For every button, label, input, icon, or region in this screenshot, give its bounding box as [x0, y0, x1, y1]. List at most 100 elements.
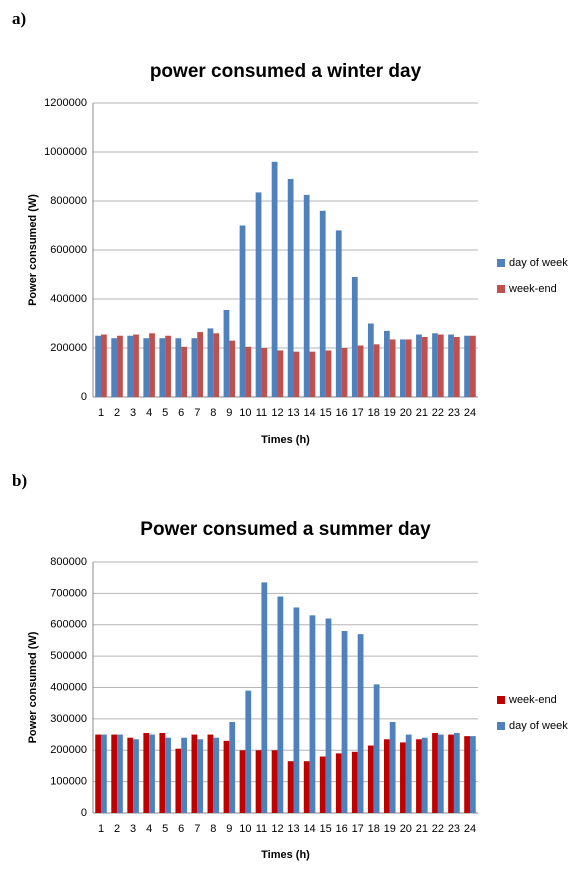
bar [149, 333, 155, 397]
bar [181, 346, 188, 397]
bar [421, 737, 428, 813]
x-tick-label: 1 [98, 823, 104, 835]
x-tick-label: 20 [400, 823, 412, 835]
x-tick-label: 8 [210, 407, 216, 419]
y-tick-label: 1200000 [44, 97, 87, 109]
x-tick-label: 9 [226, 407, 232, 419]
bar [421, 336, 428, 397]
x-tick-label: 20 [400, 407, 412, 419]
bar [416, 334, 422, 397]
x-tick-label: 21 [416, 823, 428, 835]
bar [239, 750, 246, 813]
x-tick-label: 2 [114, 407, 120, 419]
x-tick-label: 1 [98, 407, 104, 419]
bar [405, 734, 412, 813]
bar [335, 753, 342, 813]
y-tick-label: 600000 [50, 244, 87, 256]
bar [207, 734, 214, 813]
y-axis-label: Power consumed (W) [27, 194, 39, 306]
bar [111, 338, 118, 397]
x-tick-label: 23 [448, 407, 460, 419]
bar [133, 739, 139, 813]
bar [367, 745, 374, 813]
bar [373, 684, 380, 813]
bar [303, 761, 310, 813]
bar [383, 330, 390, 397]
bar [175, 338, 182, 397]
x-tick-label: 22 [432, 407, 444, 419]
bar [400, 339, 406, 397]
bar [181, 737, 188, 813]
bar [213, 333, 220, 397]
bar [319, 210, 326, 397]
bar [469, 736, 476, 813]
bar [389, 339, 396, 397]
x-tick-label: 15 [319, 823, 331, 835]
y-tick-label: 400000 [50, 293, 87, 305]
x-tick-label: 11 [256, 823, 267, 835]
bar [432, 732, 438, 813]
bar [165, 737, 171, 813]
bar [448, 334, 454, 397]
bar [143, 338, 150, 397]
chart-title: power consumed a winter day [150, 61, 422, 82]
legend-swatch [497, 722, 505, 730]
bar [416, 739, 422, 813]
y-tick-label: 300000 [50, 713, 87, 725]
bar [255, 750, 262, 813]
bar [127, 335, 134, 397]
bar [437, 734, 444, 813]
bar [357, 345, 364, 397]
bar [437, 334, 444, 397]
bar [277, 350, 284, 397]
bar [389, 722, 396, 813]
bar [261, 582, 268, 813]
bar [325, 350, 332, 397]
bar [159, 338, 166, 397]
bar [325, 618, 332, 813]
bar [191, 734, 198, 813]
bar [287, 178, 294, 397]
x-tick-label: 15 [319, 407, 331, 419]
bar [117, 734, 123, 813]
y-tick-label: 600000 [50, 619, 87, 631]
bar [293, 351, 300, 397]
legend-label: week-end [508, 694, 557, 706]
bar [271, 161, 278, 397]
bar [245, 346, 252, 397]
bar [287, 761, 294, 813]
bar [271, 750, 278, 813]
x-tick-label: 9 [226, 823, 232, 835]
x-tick-label: 8 [210, 823, 216, 835]
bar [207, 328, 214, 397]
x-tick-label: 5 [162, 407, 168, 419]
panel-label: b) [12, 471, 27, 490]
x-tick-label: 4 [146, 823, 152, 835]
x-tick-label: 11 [256, 407, 267, 419]
bar [223, 740, 230, 813]
x-tick-label: 3 [130, 823, 136, 835]
bar [101, 334, 107, 397]
bar [245, 690, 252, 813]
x-tick-label: 7 [194, 823, 200, 835]
y-tick-label: 400000 [50, 681, 87, 693]
bar [261, 348, 268, 397]
bar [229, 722, 236, 813]
x-tick-label: 13 [287, 407, 299, 419]
bar [351, 276, 358, 397]
y-tick-label: 1000000 [44, 146, 87, 158]
x-tick-label: 5 [162, 823, 168, 835]
bar [448, 734, 454, 813]
x-tick-label: 24 [464, 407, 476, 419]
x-tick-label: 16 [336, 407, 348, 419]
y-tick-label: 200000 [50, 744, 87, 756]
bar [229, 340, 236, 397]
x-tick-label: 24 [464, 823, 476, 835]
bar [351, 751, 358, 813]
bar [165, 335, 171, 397]
bar [255, 192, 262, 397]
bar [101, 734, 107, 813]
bar [367, 323, 374, 397]
x-tick-label: 6 [178, 823, 184, 835]
x-tick-label: 12 [271, 823, 283, 835]
